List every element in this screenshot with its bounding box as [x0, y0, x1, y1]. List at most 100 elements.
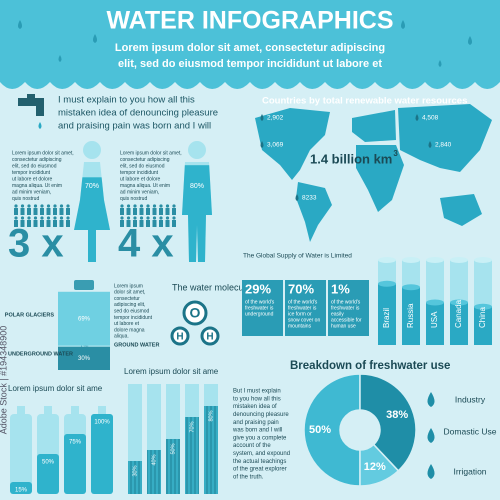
person-icon: [59, 220, 64, 227]
person-icon: [152, 208, 157, 215]
person-icon: [27, 220, 31, 227]
atom: [200, 326, 220, 346]
text: The water molecule: [172, 282, 251, 292]
text: system, and expound: [233, 451, 290, 457]
drop-icon: [428, 141, 432, 148]
cylinder-cap: [450, 257, 468, 263]
cylinder-cap: [426, 257, 444, 263]
person-icon: [152, 216, 157, 220]
text: 69%: [78, 316, 91, 322]
person-icon: [33, 216, 38, 220]
fact-box: [242, 280, 283, 336]
text: of the world's: [288, 299, 318, 305]
person-icon: [133, 204, 137, 208]
text: freshwater is: [331, 305, 360, 311]
text: Irrigation: [453, 466, 486, 476]
drop-icon: [260, 141, 264, 148]
person-icon: [152, 220, 157, 227]
text: Russia: [406, 303, 415, 328]
fact-box: [328, 280, 369, 336]
person-icon: [20, 216, 25, 220]
text: human use: [331, 323, 356, 329]
person-icon: [139, 204, 144, 208]
person-icon: [146, 220, 150, 227]
bar: [204, 406, 218, 494]
text: freshwater is: [245, 305, 274, 311]
text: O: [190, 305, 201, 321]
text: Canada: [454, 299, 463, 328]
person-icon: [165, 220, 170, 227]
cylinder-cap: [402, 257, 420, 263]
text: 3,069: [267, 142, 284, 149]
person-icon: [46, 220, 51, 227]
text: elit, sed do eiusmod: [12, 163, 57, 169]
person-icon: [66, 220, 70, 227]
text: mountains: [288, 323, 312, 329]
text: consectetur adipiscing: [12, 157, 62, 163]
text: easily: [331, 311, 344, 317]
bar: [147, 450, 161, 494]
person-icon: [33, 204, 38, 208]
superscript: 3: [393, 149, 398, 158]
bottle-neck: [44, 406, 52, 414]
person-icon: [165, 208, 170, 215]
person-icon: [126, 204, 131, 208]
text: ice form or: [288, 311, 312, 317]
text: magna aliqua. Ut enim: [12, 183, 62, 189]
person-icon: [172, 208, 176, 215]
person-icon: [27, 208, 31, 215]
person-icon: [46, 216, 51, 220]
person-icon: [53, 204, 57, 208]
bottle-neck: [71, 406, 79, 414]
text: Lorem ipsum: [114, 283, 143, 289]
person-icon: [159, 208, 163, 215]
cylinder-fill: [426, 302, 444, 345]
text: Lorem ipsum dolor sit ame: [124, 367, 219, 376]
person-icon: [40, 204, 44, 208]
person-icon: [59, 216, 64, 220]
fact-box: [285, 280, 326, 336]
text: 100%: [94, 420, 110, 426]
text: Brazil: [382, 308, 391, 328]
text: quis nostrud: [120, 196, 147, 202]
bottle-segment: [58, 345, 110, 347]
text: 4,508: [422, 115, 439, 122]
text: consectetur: [114, 296, 140, 302]
person-icon: [146, 216, 150, 220]
person-icon: [14, 208, 18, 215]
text: GROUND WATER: [114, 342, 159, 348]
text: 30%: [78, 356, 91, 362]
bottle-fill: [10, 482, 32, 494]
person-icon: [33, 220, 38, 227]
header-band: [0, 0, 500, 89]
text: ad minim veniam,: [12, 189, 51, 195]
cylinder-cap: [378, 257, 396, 263]
text: of the world's: [245, 299, 275, 305]
person-icon: [20, 208, 25, 215]
text: 80%: [190, 183, 204, 190]
text: elit, sed do eiusmod: [120, 163, 165, 169]
person-icon: [165, 204, 170, 208]
text: to you how all this: [233, 396, 281, 402]
person-icon: [146, 208, 150, 215]
person-icon: [14, 220, 18, 227]
donut-slice: [359, 373, 417, 472]
person-icon: [46, 208, 51, 215]
person-icon: [59, 204, 64, 208]
person-icon: [120, 220, 124, 227]
fill-top: [474, 303, 492, 310]
text: 50%: [42, 460, 55, 466]
bottle-fill: [64, 434, 86, 494]
text: mistaken idea of denouncing pleasure: [58, 108, 218, 119]
text: 12%: [364, 461, 386, 473]
person-icon: [33, 208, 38, 215]
text: ut labore et dolore: [12, 176, 53, 182]
fill-top: [426, 299, 444, 306]
person-icon: [172, 216, 176, 220]
text: was born and I will: [232, 428, 282, 434]
faucet: [18, 94, 44, 129]
person-icon: [126, 216, 131, 220]
cylinder-cap: [474, 257, 492, 263]
text: Industry: [455, 394, 486, 404]
drop-icon: [260, 114, 264, 121]
